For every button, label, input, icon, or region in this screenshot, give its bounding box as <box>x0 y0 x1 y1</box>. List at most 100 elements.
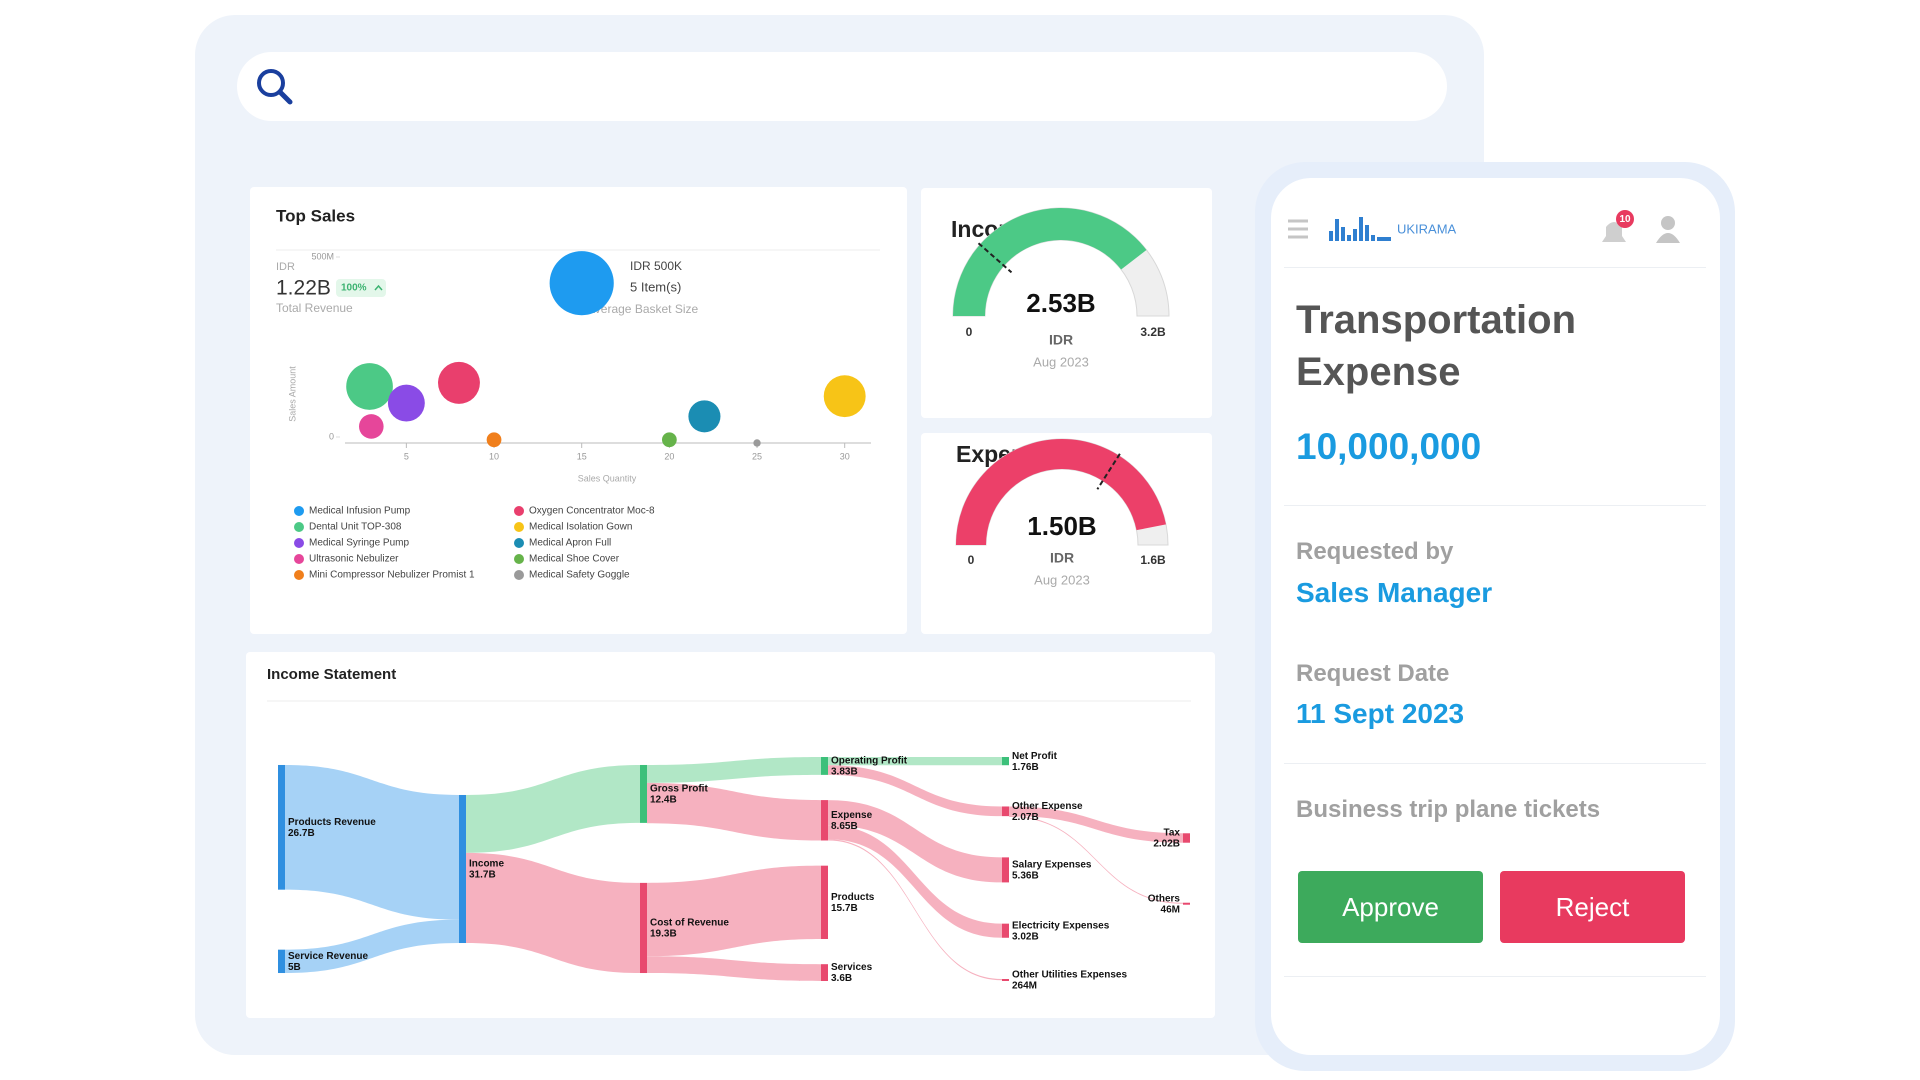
flow <box>647 782 821 841</box>
x-tick-label: 15 <box>577 451 587 461</box>
flow <box>466 764 640 853</box>
bubble <box>549 251 614 316</box>
x-tick-label: 5 <box>404 451 409 461</box>
top-sales: Top Sales IDR 1.22B 100% Total Revenue I… <box>276 206 880 581</box>
node-label: Operating Profit <box>831 756 908 767</box>
node-value: 26.7B <box>288 828 315 839</box>
legend-label: Medical Safety Goggle <box>529 570 630 581</box>
node-value: 3.6B <box>831 973 852 984</box>
node <box>1183 902 1190 905</box>
node <box>821 800 828 841</box>
requested-by-label: Requested by <box>1296 538 1454 565</box>
legend-label: Mini Compressor Nebulizer Promist 1 <box>309 570 475 581</box>
node-value: 15.7B <box>831 903 858 914</box>
menu-icon[interactable] <box>1288 219 1308 239</box>
node-label: Tax <box>1164 828 1181 839</box>
y-tick-label: 500M <box>311 251 334 261</box>
node <box>1002 806 1009 817</box>
node-label: Others <box>1148 893 1181 904</box>
node-label: Income <box>469 859 504 870</box>
expense-card: Expense 1.50B IDR Aug 2023 0 1.6B <box>921 433 1212 634</box>
node-value: 3.02B <box>1012 931 1039 942</box>
basket-items: 5 Item(s) <box>630 279 681 294</box>
flow <box>647 865 821 957</box>
node-label: Expense <box>831 810 873 821</box>
basket-amount: IDR 500K <box>630 259 682 273</box>
node <box>1002 923 1009 938</box>
change: 100% <box>341 283 367 294</box>
notification-count: 10 <box>1619 214 1631 225</box>
logo <box>1329 217 1391 241</box>
legend-swatch <box>514 506 524 516</box>
node-value: 19.3B <box>650 929 677 940</box>
gauge-period: Aug 2023 <box>1034 572 1090 587</box>
notification-icon[interactable]: 10 <box>1602 210 1634 242</box>
user-icon[interactable] <box>1656 216 1680 243</box>
legend-swatch <box>514 570 524 580</box>
node <box>1183 833 1190 843</box>
legend-swatch <box>514 554 524 564</box>
total-revenue: 1.22B <box>276 277 331 300</box>
node <box>459 794 466 944</box>
bubble <box>688 400 721 433</box>
node-label: Other Utilities Expenses <box>1012 970 1127 981</box>
node-value: 5.36B <box>1012 871 1039 882</box>
flow <box>828 800 1002 883</box>
legend-swatch <box>294 570 304 580</box>
flow <box>828 839 1002 981</box>
flow <box>828 825 1002 938</box>
node-value: 12.4B <box>650 795 677 806</box>
search-bar[interactable] <box>237 52 1447 121</box>
target-marker <box>1096 453 1121 490</box>
node-label: Products Revenue <box>288 817 376 828</box>
legend-label: Ultrasonic Nebulizer <box>309 554 399 565</box>
flow <box>285 764 459 920</box>
gauge-period: Aug 2023 <box>1033 354 1089 369</box>
reject-button[interactable]: Reject <box>1500 871 1685 943</box>
flow <box>828 757 1002 766</box>
brand: UKIRAMA <box>1397 221 1457 236</box>
flow <box>1009 815 1183 904</box>
node-value: 8.65B <box>831 821 858 832</box>
legend-swatch <box>294 538 304 548</box>
legend-label: Medical Infusion Pump <box>309 506 411 517</box>
y-tick-label: 0 <box>329 431 334 441</box>
flow <box>466 852 640 974</box>
bubble <box>753 439 761 447</box>
legend-label: Medical Shoe Cover <box>529 554 620 565</box>
node <box>821 964 828 981</box>
gauge-max: 1.6B <box>1140 553 1166 567</box>
bubble <box>359 414 384 439</box>
gauge-max: 3.2B <box>1140 325 1166 339</box>
legend-label: Dental Unit TOP-308 <box>309 522 402 533</box>
legend-swatch <box>514 522 524 532</box>
legend-label: Oxygen Concentrator Moc-8 <box>529 506 655 517</box>
x-tick-label: 10 <box>489 451 499 461</box>
bubble <box>823 375 866 418</box>
flow <box>1009 806 1183 843</box>
node <box>278 764 285 890</box>
node-label: Gross Profit <box>650 784 708 795</box>
flow <box>647 757 821 783</box>
gauge-value <box>956 438 1166 545</box>
separator <box>1284 763 1706 764</box>
total-revenue-label: Total Revenue <box>276 301 353 315</box>
node <box>821 757 828 775</box>
request-date: 11 Sept 2023 <box>1296 698 1465 729</box>
gauge-value-label: 1.50B <box>1027 511 1096 541</box>
node <box>1002 757 1009 766</box>
gauge-min: 0 <box>968 553 975 567</box>
legend-label: Medical Apron Full <box>529 538 611 549</box>
node <box>1002 979 1009 981</box>
flow <box>285 919 459 974</box>
requested-by: Sales Manager <box>1296 577 1493 608</box>
approve-button[interactable]: Approve <box>1298 871 1483 943</box>
node-label: Products <box>831 892 875 903</box>
bubble <box>438 361 480 404</box>
card-title: Top Sales <box>276 206 355 225</box>
bubble <box>661 432 677 448</box>
legend-swatch <box>294 522 304 532</box>
node-value: 31.7B <box>469 870 496 881</box>
